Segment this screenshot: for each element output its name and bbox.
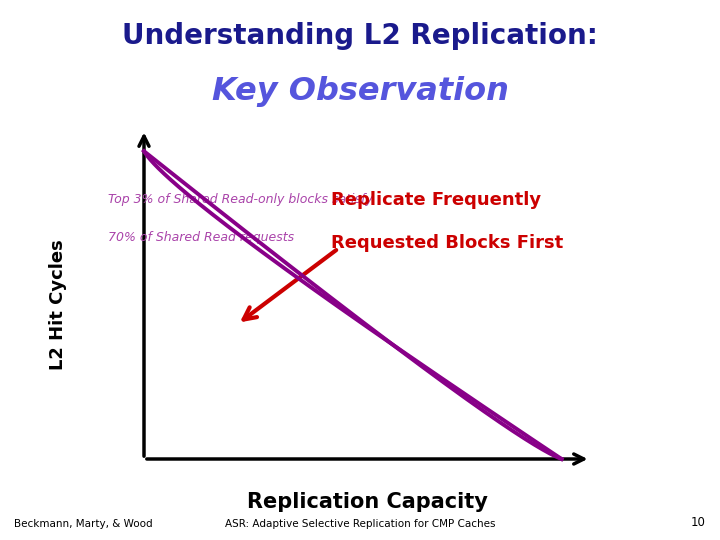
Text: ASR: Adaptive Selective Replication for CMP Caches: ASR: Adaptive Selective Replication for … xyxy=(225,519,495,529)
Text: 70% of Shared Read requests: 70% of Shared Read requests xyxy=(108,231,294,244)
Text: Understanding L2 Replication:: Understanding L2 Replication: xyxy=(122,22,598,50)
Text: Replication Capacity: Replication Capacity xyxy=(247,492,487,512)
Text: Key Observation: Key Observation xyxy=(212,76,508,106)
Text: Top 3% of Shared Read-only blocks satisfy: Top 3% of Shared Read-only blocks satisf… xyxy=(108,193,373,206)
Text: 10: 10 xyxy=(690,516,706,529)
Text: Beckmann, Marty, & Wood: Beckmann, Marty, & Wood xyxy=(14,519,153,529)
Text: Requested Blocks First: Requested Blocks First xyxy=(331,234,564,252)
Text: Replicate Frequently: Replicate Frequently xyxy=(331,191,541,209)
Text: L2 Hit Cycles: L2 Hit Cycles xyxy=(49,240,67,370)
